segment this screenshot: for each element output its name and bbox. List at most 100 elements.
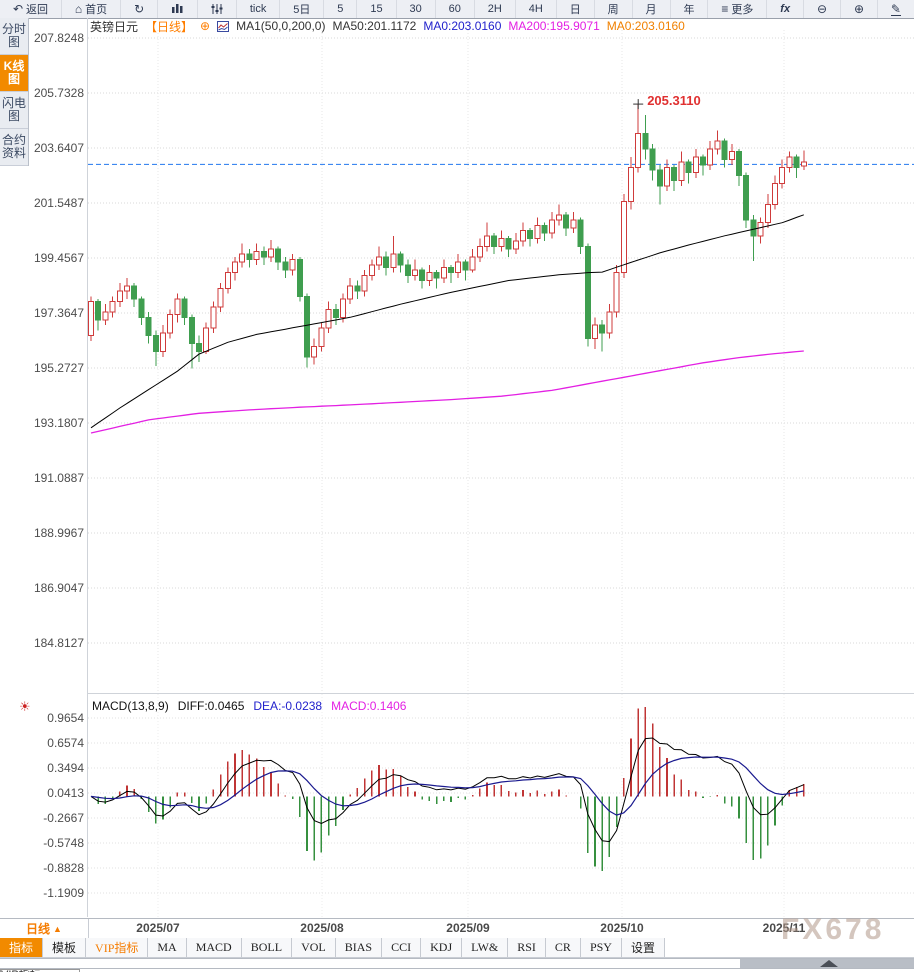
sidebar-tab-time-share[interactable]: 分时图 (0, 18, 28, 55)
period-badge: 【日线】 (145, 19, 194, 34)
symbol-name: 英镑日元 (90, 19, 139, 34)
sidebar-tab-contract-info[interactable]: 合约资料 (0, 129, 28, 166)
date-label: 2025/11 (762, 921, 806, 935)
price-axis-label: 184.8127 (33, 636, 84, 650)
toolbar-m60[interactable]: 60 (436, 0, 475, 18)
ma200-line (90, 350, 804, 434)
scroll-up-arrow-icon[interactable] (820, 960, 838, 967)
macd-formula-label: MACD(13,8,9) (92, 699, 169, 713)
macd-dea-value: DEA:-0.0238 (253, 699, 323, 713)
toolbar-indicator-fx[interactable]: fx (767, 0, 805, 18)
home-icon: ⌂ (74, 2, 83, 16)
price-axis-label: 195.2727 (33, 361, 84, 375)
toolbar-week-label: 周 (607, 4, 619, 16)
chevron-up-icon: ▲ (53, 923, 62, 934)
indicator-tab-macd[interactable]: MACD (187, 938, 242, 957)
macd-axis-label: -0.2667 (43, 811, 84, 825)
toolbar-month[interactable]: 月 (633, 0, 671, 18)
indicator-tab-[interactable]: 指标 (0, 938, 44, 957)
toolbar-h4-label: 4H (528, 3, 543, 15)
toolbar-year[interactable]: 年 (671, 0, 709, 18)
left-sidebar: 分时图 K线图 闪电图 合约资料 (0, 18, 29, 166)
chart-header: 英镑日元 【日线】 ⊕ MA1(50,0,200,0) MA50:201.117… (90, 19, 914, 33)
tabs-filler (664, 938, 914, 957)
ma-settings-label: MA1(50,0,200,0) (236, 19, 326, 33)
macd-histogram (97, 706, 805, 871)
sidebar-tab-kline[interactable]: K线图 (0, 55, 28, 92)
indicator-tab-[interactable]: 模板 (43, 938, 87, 957)
panel-separator (87, 693, 914, 694)
indicator-tabs-row: 指标 模板 VIP指标 MA MACD BOLL VOL BIAS CCI KDJ LW& RSI CR… (0, 938, 914, 958)
toolbar-year-label: 年 (683, 4, 695, 16)
indicator-tab-rsi[interactable]: RSI (508, 938, 546, 957)
zoom-out-icon: ⊖ (816, 2, 828, 16)
macd-bar-value: MACD:0.1406 (331, 699, 407, 713)
toolbar-m5[interactable]: 5 (324, 0, 358, 18)
scrollbar-thumb[interactable] (740, 959, 914, 968)
sidebar-tab-lightning[interactable]: 闪电图 (0, 92, 28, 129)
toolbar-tick[interactable]: tick (237, 0, 281, 18)
toolbar-zoom-out[interactable]: ⊖ (804, 0, 841, 18)
horizontal-scrollbar[interactable] (0, 958, 914, 969)
ma0-orange-value: MA0:203.0160 (606, 19, 685, 33)
price-axis-label: 191.0887 (33, 471, 84, 485)
toolbar-refresh[interactable]: ↻ (121, 0, 159, 18)
toolbar-m15[interactable]: 15 (357, 0, 397, 18)
toolbar-m30-label: 30 (409, 3, 422, 15)
toolbar-h2-label: 2H (487, 3, 502, 15)
macd-diff-value: DIFF:0.0465 (177, 699, 245, 713)
indicator-tab-vip[interactable]: VIP指标 (86, 938, 149, 957)
indicator-tab-cr[interactable]: CR (546, 938, 581, 957)
toolbar-m5-label: 5 (337, 3, 344, 15)
toolbar-draw[interactable]: ✎ (878, 0, 914, 18)
main-chart-surface[interactable]: 205.3110 (88, 30, 914, 693)
date-label: 2025/08 (300, 921, 344, 935)
macd-axis-label: 0.3494 (47, 761, 84, 775)
indicator-tab-psy[interactable]: PSY (581, 938, 622, 957)
toolbar-h2[interactable]: 2H (475, 0, 516, 18)
toolbar-volume-panel[interactable] (198, 0, 237, 18)
price-axis-label: 186.9047 (33, 581, 84, 595)
macd-chart-surface[interactable] (88, 694, 914, 917)
indicator-tab-boll[interactable]: BOLL (242, 938, 293, 957)
ma0-blue-value: MA0:203.0160 (423, 19, 502, 33)
macd-axis-label: 0.6574 (47, 736, 84, 750)
toolbar-home-label: 首页 (85, 4, 108, 16)
mini-chart-icon[interactable] (217, 20, 230, 32)
period-dropdown[interactable]: 日线 ▲ (0, 919, 89, 938)
indicator-tab-[interactable]: 设置 (622, 938, 665, 957)
indicator-tab-lw[interactable]: LW& (462, 938, 509, 957)
candlestick-chart-icon (171, 3, 184, 15)
toolbar-chart-type[interactable] (158, 0, 198, 18)
macd-header: MACD(13,8,9) DIFF:0.0465 DEA:-0.0238 MAC… (92, 699, 406, 713)
toolbar-zoom-in[interactable]: ⊕ (841, 0, 878, 18)
period-dropdown-label: 日线 (26, 922, 51, 936)
toolbar-5d[interactable]: 5日 (280, 0, 325, 18)
toolbar-indicator-fx-label: fx (780, 3, 791, 15)
toolbar-more[interactable]: ≡ 更多 (708, 0, 768, 18)
indicator-tab-vol[interactable]: VOL (292, 938, 336, 957)
toolbar-day-label: 日 (569, 4, 581, 16)
date-axis-row: 日线 ▲ 2025/07 2025/08 2025/09 2025/10 2025/11 (0, 918, 914, 939)
toolbar-back[interactable]: ↶ 返回 (0, 0, 62, 18)
toolbar-h4[interactable]: 4H (516, 0, 557, 18)
indicator-tab-kdj[interactable]: KDJ (421, 938, 463, 957)
partial-popup[interactable]: VIP指标 (0, 969, 80, 972)
indicator-tab-cci[interactable]: CCI (382, 938, 422, 957)
toolbar-m30[interactable]: 30 (397, 0, 436, 18)
toolbar-day[interactable]: 日 (557, 0, 595, 18)
toolbar-week[interactable]: 周 (595, 0, 633, 18)
macd-axis-label: -0.5748 (43, 836, 84, 850)
ma50-value: MA50:201.1172 (332, 19, 417, 33)
ma200-value: MA200:195.9071 (508, 19, 600, 33)
indicator-tab-bias[interactable]: BIAS (336, 938, 383, 957)
indicator-tab-ma[interactable]: MA (148, 938, 187, 957)
toolbar-m15-label: 15 (370, 3, 383, 15)
add-circle-icon[interactable]: ⊕ (200, 19, 211, 33)
indicator-alert-sun-icon[interactable]: ☀ (19, 699, 31, 714)
toolbar-home[interactable]: ⌂ 首页 (62, 0, 122, 18)
toolbar-5d-label: 5日 (293, 4, 311, 16)
top-toolbar: ↶ 返回 ⌂ 首页 ↻ tick 5日 5 15 30 60 2H 4H 日周月年 ≡ 更多 fx ⊖ ⊕ ✎ (0, 0, 914, 19)
volume-bars-icon (211, 3, 223, 15)
price-axis-label: 205.7328 (33, 86, 84, 100)
